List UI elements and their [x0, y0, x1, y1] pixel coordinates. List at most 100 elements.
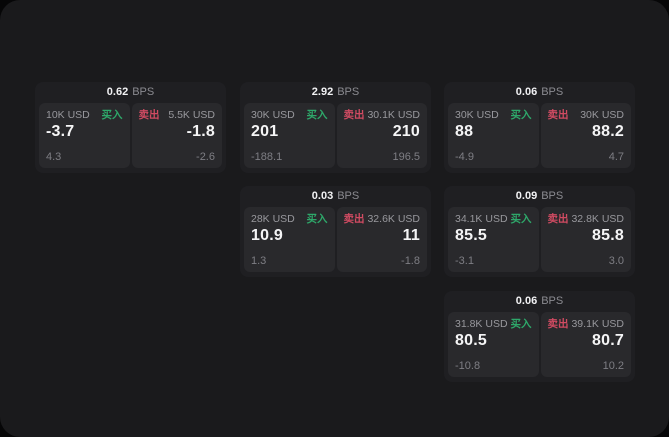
buy-size: 30K USD [455, 109, 499, 121]
buy-header-row: 30K USD 买入 [251, 109, 328, 121]
buy-header-row: 34.1K USD 买入 [455, 213, 532, 225]
buy-header-row: 28K USD 买入 [251, 213, 328, 225]
sell-size: 30K USD [580, 109, 624, 121]
sell-tag: 卖出 [547, 318, 569, 330]
buy-header-row: 31.8K USD 买入 [455, 318, 532, 330]
quote-card: 0.03 BPS 28K USD 买入 10.9 1.3 卖出 32.6K US… [240, 186, 431, 277]
sell-price: 11 [402, 227, 420, 244]
buy-panel[interactable]: 30K USD 买入 201 -188.1 [244, 103, 335, 168]
sell-panel[interactable]: 卖出 32.6K USD 11 -1.8 [336, 207, 427, 272]
card-header: 0.09 BPS [444, 186, 635, 207]
bps-value: 0.09 [515, 190, 538, 202]
buy-tag: 买入 [510, 109, 532, 121]
sell-delta: 4.7 [608, 151, 624, 163]
buy-panel[interactable]: 10K USD 买入 -3.7 4.3 [39, 103, 130, 168]
buy-header-row: 10K USD 买入 [46, 109, 123, 121]
buy-price: 88 [455, 123, 474, 140]
sell-size: 30.1K USD [367, 109, 420, 121]
sell-size: 32.6K USD [367, 213, 420, 225]
quote-card: 0.09 BPS 34.1K USD 买入 85.5 -3.1 卖出 32.8K… [444, 186, 635, 277]
buy-panel[interactable]: 28K USD 买入 10.9 1.3 [244, 207, 335, 272]
sell-delta: 196.5 [392, 151, 420, 163]
sell-delta: -2.6 [196, 151, 215, 163]
sell-header-row: 卖出 30K USD [548, 109, 625, 121]
buy-price: 85.5 [455, 227, 487, 244]
buy-price: 80.5 [455, 332, 487, 349]
sell-panel[interactable]: 卖出 30K USD 88.2 4.7 [540, 103, 631, 168]
bps-unit-label: BPS [337, 190, 360, 202]
buy-delta: -3.1 [455, 255, 474, 267]
bps-unit-label: BPS [337, 86, 360, 98]
sell-header-row: 卖出 32.6K USD [344, 213, 421, 225]
buy-size: 34.1K USD [455, 213, 508, 225]
bps-value: 0.03 [311, 190, 334, 202]
quote-card: 0.06 BPS 30K USD 买入 88 -4.9 卖出 30K USD [444, 82, 635, 173]
quote-panels: 34.1K USD 买入 85.5 -3.1 卖出 32.8K USD 85.8… [448, 207, 631, 272]
buy-size: 28K USD [251, 213, 295, 225]
sell-delta: 3.0 [608, 255, 624, 267]
sell-tag: 卖出 [547, 109, 569, 121]
buy-tag: 买入 [101, 109, 123, 121]
quote-panels: 30K USD 买入 201 -188.1 卖出 30.1K USD 210 1… [244, 103, 427, 168]
bps-unit-label: BPS [132, 86, 155, 98]
buy-tag: 买入 [510, 213, 532, 225]
quote-panels: 28K USD 买入 10.9 1.3 卖出 32.6K USD 11 -1.8 [244, 207, 427, 272]
card-header: 0.06 BPS [444, 82, 635, 103]
buy-price: 10.9 [251, 227, 283, 244]
sell-price: 85.8 [592, 227, 624, 244]
sell-panel[interactable]: 卖出 30.1K USD 210 196.5 [336, 103, 427, 168]
sell-header-row: 卖出 5.5K USD [139, 109, 216, 121]
sell-delta: -1.8 [401, 255, 420, 267]
buy-delta: -4.9 [455, 151, 474, 163]
sell-header-row: 卖出 32.8K USD [548, 213, 625, 225]
sell-price: 210 [392, 123, 420, 140]
quote-panels: 30K USD 买入 88 -4.9 卖出 30K USD 88.2 4.7 [448, 103, 631, 168]
quote-panels: 31.8K USD 买入 80.5 -10.8 卖出 39.1K USD 80.… [448, 312, 631, 377]
buy-delta: -188.1 [251, 151, 283, 163]
sell-price: 88.2 [592, 123, 624, 140]
bps-value: 0.06 [515, 295, 538, 307]
sell-price: -1.8 [186, 123, 215, 140]
buy-tag: 买入 [306, 213, 328, 225]
sell-header-row: 卖出 39.1K USD [548, 318, 625, 330]
sell-size: 5.5K USD [168, 109, 215, 121]
buy-header-row: 30K USD 买入 [455, 109, 532, 121]
sell-tag: 卖出 [138, 109, 160, 121]
sell-price: 80.7 [592, 332, 624, 349]
sell-size: 32.8K USD [571, 213, 624, 225]
buy-delta: 1.3 [251, 255, 267, 267]
buy-size: 10K USD [46, 109, 90, 121]
buy-tag: 买入 [510, 318, 532, 330]
bps-value: 2.92 [311, 86, 334, 98]
buy-delta: 4.3 [46, 151, 62, 163]
buy-size: 30K USD [251, 109, 295, 121]
quote-card: 0.06 BPS 31.8K USD 买入 80.5 -10.8 卖出 39.1… [444, 291, 635, 382]
buy-size: 31.8K USD [455, 318, 508, 330]
sell-panel[interactable]: 卖出 39.1K USD 80.7 10.2 [540, 312, 631, 377]
buy-panel[interactable]: 31.8K USD 买入 80.5 -10.8 [448, 312, 539, 377]
bps-value: 0.62 [106, 86, 129, 98]
card-header: 2.92 BPS [240, 82, 431, 103]
sell-size: 39.1K USD [571, 318, 624, 330]
buy-tag: 买入 [306, 109, 328, 121]
bps-unit-label: BPS [541, 86, 564, 98]
sell-tag: 卖出 [343, 109, 365, 121]
quote-card: 2.92 BPS 30K USD 买入 201 -188.1 卖出 30.1K … [240, 82, 431, 173]
sell-header-row: 卖出 30.1K USD [344, 109, 421, 121]
sell-tag: 卖出 [547, 213, 569, 225]
bps-unit-label: BPS [541, 295, 564, 307]
sell-tag: 卖出 [343, 213, 365, 225]
card-header: 0.06 BPS [444, 291, 635, 312]
sell-panel[interactable]: 卖出 5.5K USD -1.8 -2.6 [131, 103, 222, 168]
sell-panel[interactable]: 卖出 32.8K USD 85.8 3.0 [540, 207, 631, 272]
card-header: 0.62 BPS [35, 82, 226, 103]
quote-panels: 10K USD 买入 -3.7 4.3 卖出 5.5K USD -1.8 -2.… [39, 103, 222, 168]
bps-value: 0.06 [515, 86, 538, 98]
bps-unit-label: BPS [541, 190, 564, 202]
buy-price: 201 [251, 123, 279, 140]
buy-panel[interactable]: 30K USD 买入 88 -4.9 [448, 103, 539, 168]
sell-delta: 10.2 [602, 360, 624, 372]
buy-panel[interactable]: 34.1K USD 买入 85.5 -3.1 [448, 207, 539, 272]
buy-price: -3.7 [46, 123, 75, 140]
